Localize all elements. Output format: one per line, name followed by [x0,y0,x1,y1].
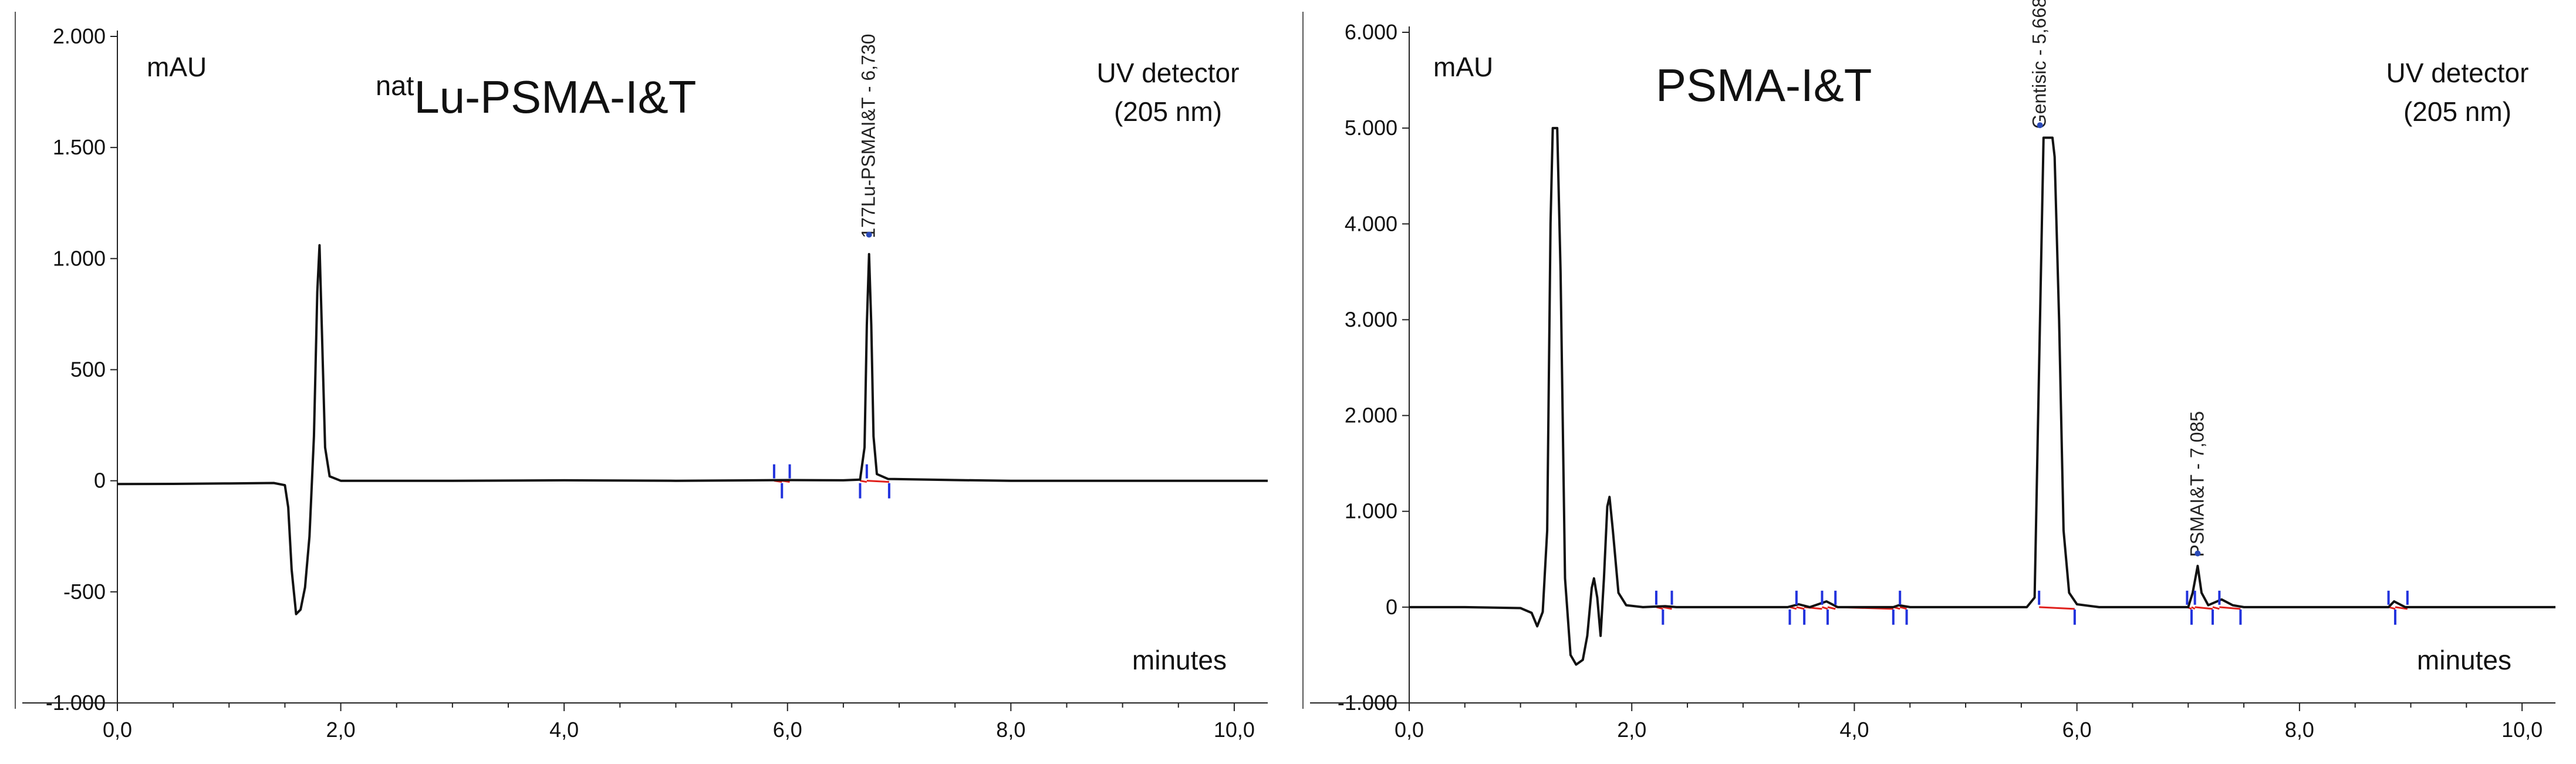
x-tick-label: 0,0 [103,718,132,742]
title-superscript: nat [376,70,414,101]
y-tick-label: 2.000 [53,24,106,48]
x-axis-label: minutes [1132,645,1227,675]
chromatogram-panel-psma: -1.000 0 1.000 2.000 3.000 4.000 5.000 6.000 0,0… [1288,0,2576,764]
y-tick-label: 1.500 [53,135,106,159]
x-tick-label: 0,0 [1395,718,1424,742]
title-main: Lu-PSMA-I&T [414,71,696,123]
detector-wavelength: (205 nm) [2403,96,2511,127]
integration-baseline [1899,606,1907,610]
x-tick-label: 8,0 [996,718,1025,742]
peak-label: 177Lu-PSMAI&T - 6,730 [858,34,879,238]
series-line [117,244,1268,615]
chart-title: natLu-PSMA-I&T [376,70,696,123]
y-tick-label: 6.000 [1345,20,1397,44]
x-axis-label: minutes [2417,645,2511,675]
integration-baseline [1796,606,1805,610]
integration-baseline [1663,606,1672,610]
integration-baseline [2212,606,2220,610]
chart-title: PSMA-I&T [1656,59,1872,111]
x-tick-label: 10,0 [2501,718,2543,742]
peak-marker [2195,550,2201,557]
x-tick-label: 8,0 [2285,718,2314,742]
detector-label: UV detector [1097,58,1240,88]
y-tick-label: 0 [94,469,106,493]
x-tick-label: 2,0 [326,718,356,742]
series-line [1409,127,2555,666]
x-tick-label: 6,0 [773,718,802,742]
y-tick-label: 1.000 [1345,499,1397,523]
integration-baseline [1827,606,1836,610]
y-tick-label: 5.000 [1345,116,1397,140]
integration-baseline [2191,606,2196,610]
y-tick-label: 500 [70,358,106,382]
y-tick-label: -1.000 [46,691,106,715]
integration-baseline [2395,606,2408,610]
integration-baseline [2195,606,2213,610]
y-tick-label: 4.000 [1345,211,1397,235]
y-axis-label: mAU [1433,52,1493,82]
detector-label: UV detector [2386,58,2529,88]
y-tick-label: -1.000 [1338,691,1397,715]
chromatogram-chart-psma: -1.000 0 1.000 2.000 3.000 4.000 5.000 6.000 0,0… [1302,0,2555,742]
y-tick-label: 3.000 [1345,307,1397,331]
peak-marker [866,231,872,238]
y-tick-label: 1.000 [53,246,106,270]
detector-wavelength: (205 nm) [1114,96,1222,127]
y-tick-label: 2.000 [1345,403,1397,428]
y-tick-label: 0 [1386,595,1397,619]
integration-baseline [866,480,889,483]
integration-baseline [2039,606,2075,610]
integration-baseline [1822,606,1828,610]
y-axis-label: mAU [147,52,207,82]
peak-label: PSMAI&T - 7,085 [2186,411,2207,557]
x-tick-label: 4,0 [549,718,579,742]
peak-label: Gentisic - 5,668 [2029,0,2050,129]
x-tick-label: 10,0 [1214,718,1255,742]
y-tick-label: -500 [63,580,106,604]
peak-marker [2037,122,2043,129]
x-tick-label: 6,0 [2062,718,2092,742]
chromatogram-panel-lu-psma: -1.000 -500 0 500 1.000 1.500 2.000 0,0 2,0 4,0 6,… [15,12,1268,742]
x-tick-label: 2,0 [1617,718,1646,742]
x-tick-label: 4,0 [1839,718,1869,742]
chromatogram-chart-lu-psma: -1.000 -500 0 500 1.000 1.500 2.000 0,0 2,0 4,0 6,… [15,12,1268,742]
integration-baseline [2219,606,2241,610]
integration-baseline [860,480,867,483]
